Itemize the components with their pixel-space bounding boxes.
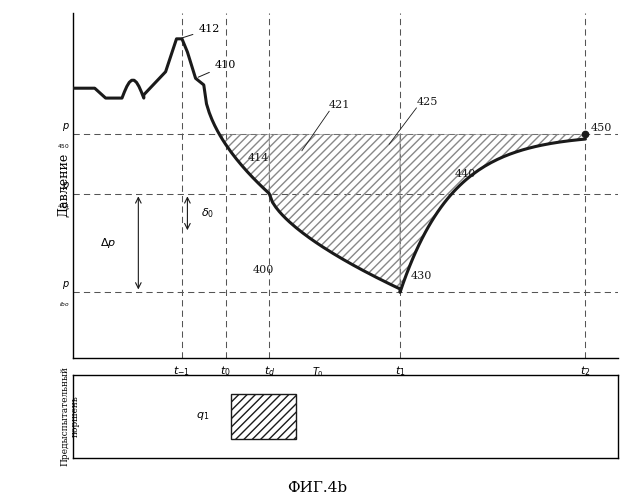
Text: ФИГ.4b: ФИГ.4b xyxy=(287,481,347,495)
Text: $p$: $p$ xyxy=(62,278,70,290)
Y-axis label: Предыспытательный
поршень: Предыспытательный поршень xyxy=(60,366,80,466)
Text: $q_1$: $q_1$ xyxy=(196,410,209,422)
Text: $T_1$: $T_1$ xyxy=(411,392,422,406)
Text: $t_2$: $t_2$ xyxy=(580,364,591,378)
Text: 410: 410 xyxy=(198,60,236,77)
Text: $_{444}$: $_{444}$ xyxy=(57,202,70,210)
Text: 450: 450 xyxy=(591,123,612,133)
Text: $T_b$: $T_b$ xyxy=(328,399,340,413)
Bar xyxy=(231,394,297,439)
Text: $T_0$: $T_0$ xyxy=(313,366,324,380)
Text: $t_{-1}$: $t_{-1}$ xyxy=(173,364,191,378)
Text: 412: 412 xyxy=(182,24,220,38)
Text: $_{450}$: $_{450}$ xyxy=(57,142,70,152)
Text: 414: 414 xyxy=(247,152,269,162)
Text: 430: 430 xyxy=(411,271,432,281)
Text: $p$: $p$ xyxy=(62,120,70,132)
Text: $\Delta p$: $\Delta p$ xyxy=(100,236,117,250)
Text: $p$: $p$ xyxy=(62,180,70,192)
Y-axis label: Давление: Давление xyxy=(57,153,70,218)
Text: $t_d$: $t_d$ xyxy=(264,364,275,378)
Text: $_{ibo}$: $_{ibo}$ xyxy=(60,300,70,310)
Text: 400: 400 xyxy=(253,264,275,274)
Text: 421: 421 xyxy=(329,100,351,110)
Text: 425: 425 xyxy=(417,96,438,106)
Text: $t_1$: $t_1$ xyxy=(395,364,405,378)
Text: $\delta_0$: $\delta_0$ xyxy=(201,206,214,220)
Text: 440: 440 xyxy=(455,169,476,179)
Text: $t_0$: $t_0$ xyxy=(220,364,231,378)
